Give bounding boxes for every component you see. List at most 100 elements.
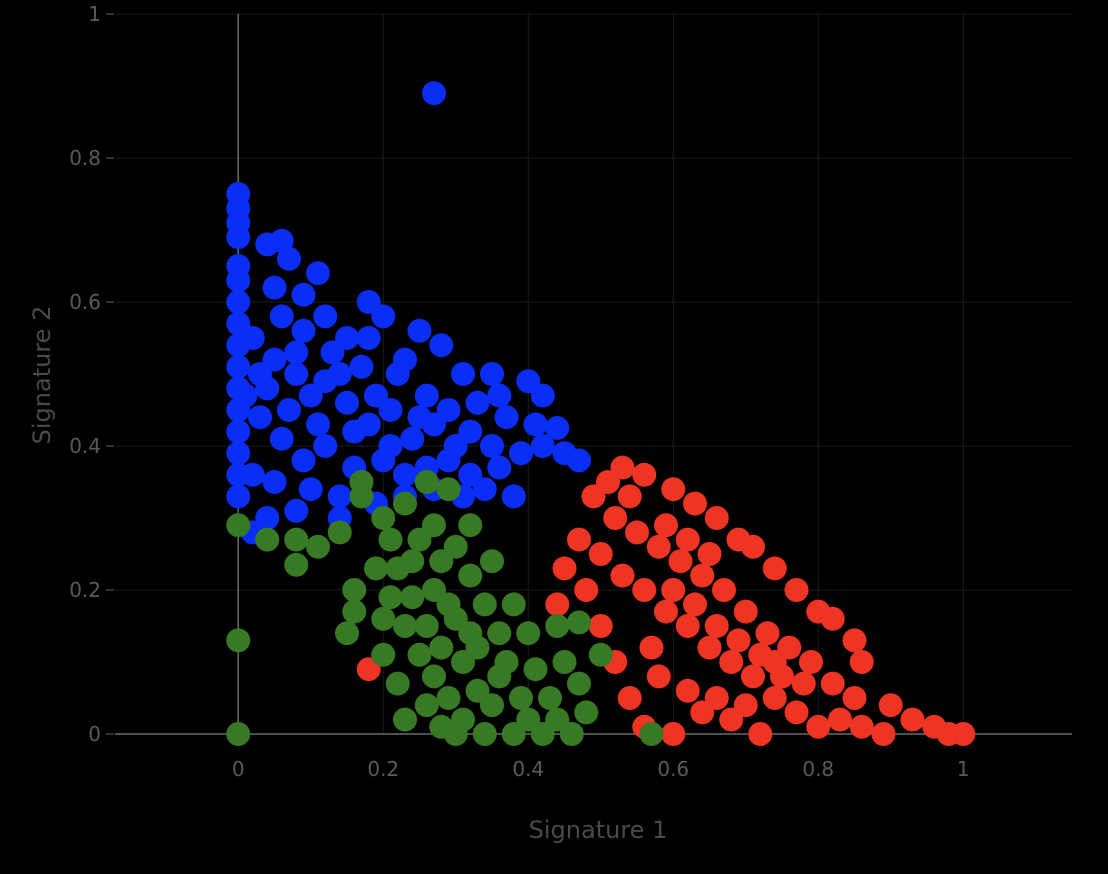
- data-point: [226, 268, 251, 293]
- x-tick-label: 1: [957, 757, 970, 781]
- data-point: [487, 621, 512, 646]
- data-point: [414, 470, 439, 494]
- data-point: [487, 383, 512, 408]
- data-point: [472, 477, 497, 502]
- data-point: [900, 707, 925, 732]
- data-point: [625, 520, 649, 545]
- y-tick-label: 0.6: [69, 290, 101, 314]
- data-point: [277, 398, 301, 422]
- data-point: [226, 628, 251, 653]
- data-point: [704, 506, 729, 530]
- data-point: [306, 412, 330, 437]
- data-point: [480, 549, 504, 574]
- data-point: [414, 693, 439, 718]
- data-point: [458, 419, 483, 444]
- data-point: [545, 416, 570, 440]
- data-point: [451, 650, 475, 674]
- data-point: [697, 542, 722, 566]
- data-point: [393, 462, 417, 487]
- data-point: [719, 650, 744, 674]
- data-point: [690, 563, 715, 588]
- data-point: [523, 657, 548, 682]
- data-point: [226, 354, 251, 379]
- data-point: [226, 722, 251, 746]
- data-point: [306, 534, 330, 559]
- data-point: [269, 228, 294, 253]
- data-point: [284, 362, 309, 386]
- data-point: [226, 484, 251, 509]
- data-point: [545, 707, 570, 732]
- data-point: [393, 707, 417, 732]
- data-point: [762, 686, 787, 710]
- data-point: [393, 614, 417, 638]
- data-point: [828, 707, 852, 732]
- series-1: [356, 455, 976, 746]
- data-point: [480, 362, 504, 386]
- data-point: [407, 318, 432, 343]
- data-point: [668, 549, 693, 574]
- data-point: [451, 362, 475, 386]
- data-point: [458, 513, 483, 538]
- data-point: [574, 700, 599, 725]
- data-point: [407, 642, 432, 667]
- data-point: [552, 556, 577, 581]
- data-point: [335, 621, 359, 646]
- data-point: [385, 671, 410, 696]
- data-point: [596, 470, 620, 494]
- data-point: [465, 390, 490, 415]
- data-point: [741, 664, 765, 689]
- data-point: [784, 578, 809, 602]
- data-point: [842, 628, 867, 653]
- data-point: [567, 448, 591, 473]
- data-point: [371, 506, 396, 530]
- data-point: [378, 527, 403, 552]
- y-axis-ticks: 0 0.2 0.4 0.6 0.8 1: [69, 2, 114, 746]
- data-point: [806, 714, 831, 739]
- data-point: [436, 477, 461, 502]
- data-point: [342, 599, 367, 624]
- data-point: [552, 650, 577, 674]
- x-axis-ticks: 0 0.2 0.4 0.6 0.8 1: [232, 757, 970, 781]
- data-point: [646, 664, 671, 689]
- data-point: [407, 527, 432, 552]
- y-tick-label: 0.8: [69, 146, 101, 170]
- data-point: [820, 671, 845, 696]
- data-point: [378, 434, 403, 458]
- data-point: [530, 434, 555, 458]
- data-point: [530, 383, 555, 408]
- data-point: [661, 722, 686, 746]
- x-axis-title: Signature 1: [529, 816, 668, 844]
- data-point: [654, 513, 678, 538]
- data-point: [704, 686, 729, 710]
- data-point: [342, 419, 367, 444]
- data-point: [509, 441, 533, 466]
- data-point: [393, 347, 417, 372]
- data-point: [733, 693, 758, 718]
- data-point: [704, 614, 729, 638]
- data-point: [806, 599, 831, 624]
- data-point: [472, 592, 497, 617]
- y-tick-label: 0.2: [69, 578, 101, 602]
- data-point: [683, 491, 707, 516]
- data-point: [726, 628, 751, 653]
- data-point: [878, 693, 903, 718]
- data-point: [436, 592, 461, 617]
- data-point: [436, 398, 461, 422]
- data-point: [291, 282, 316, 307]
- data-point: [233, 383, 258, 408]
- data-point: [255, 527, 280, 552]
- data-point: [849, 714, 874, 739]
- data-point: [327, 362, 352, 386]
- y-tick-label: 0: [88, 722, 101, 746]
- data-point: [226, 311, 251, 336]
- data-point: [675, 614, 700, 638]
- data-point: [654, 599, 678, 624]
- data-point: [226, 419, 251, 444]
- data-point: [451, 707, 475, 732]
- data-point: [226, 513, 251, 538]
- data-point: [588, 542, 613, 566]
- data-point: [501, 592, 526, 617]
- x-tick-label: 0.6: [657, 757, 689, 781]
- data-point: [291, 448, 316, 473]
